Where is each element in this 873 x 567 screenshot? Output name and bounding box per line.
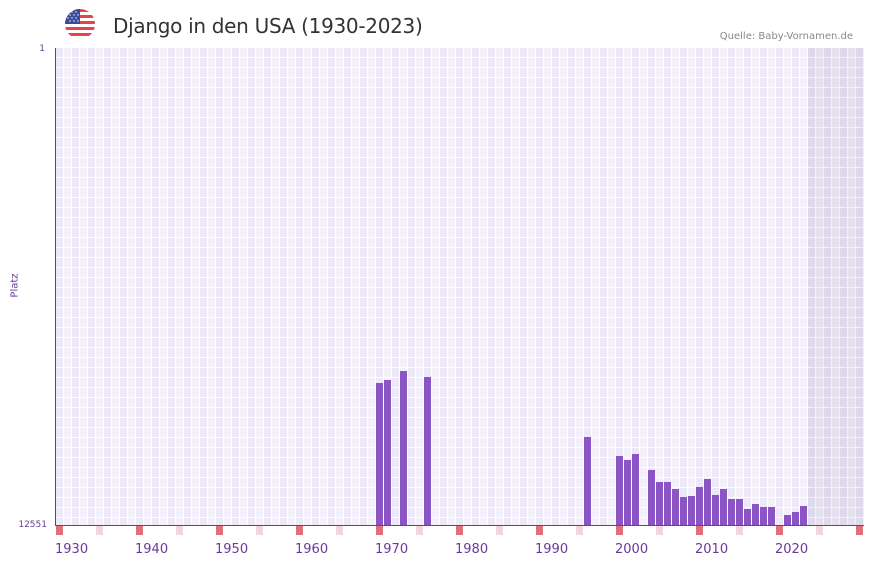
y-axis-top-label: 1 [39,44,45,54]
half-decade-marker-1945 [176,526,183,535]
decade-marker-1960 [296,526,303,535]
half-decade-marker-2015 [736,526,743,535]
bar-2010 [696,486,703,525]
bar-1970 [376,383,383,525]
bar-1971 [384,379,391,525]
half-decade-marker-2025 [816,526,823,535]
x-tick-label-2010: 2010 [695,542,729,557]
y-axis-line [55,48,56,526]
bar-2002 [632,454,639,525]
bar-2018 [760,506,767,525]
bar-1973 [400,370,407,525]
bar-2011 [704,478,711,525]
bar-2012 [712,495,719,525]
bar-2021 [784,515,791,525]
x-tick-label-1930: 1930 [55,542,89,557]
y-axis-bottom-label: 12551 [18,520,47,530]
x-tick-label-1980: 1980 [455,542,489,557]
x-tick-label-1940: 1940 [135,542,169,557]
bar-2014 [728,499,735,525]
decade-marker-1970 [376,526,383,535]
decade-marker-2010 [696,526,703,535]
half-decade-marker-1975 [416,526,423,535]
bar-2009 [688,495,695,525]
bar-2008 [680,496,687,525]
half-decade-marker-1995 [576,526,583,535]
bar-1976 [424,376,431,525]
future-shaded-region [808,48,864,525]
bar-2022 [792,512,799,525]
plot-area [56,48,864,525]
source-credit: Quelle: Baby-Vornamen.de [719,31,853,42]
bar-1996 [584,437,591,525]
half-decade-marker-1965 [336,526,343,535]
x-tick-label-2000: 2000 [615,542,649,557]
y-axis-title: Platz [9,273,21,298]
bar-2000 [616,456,623,525]
us-flag-icon [65,9,95,39]
decade-marker-1990 [536,526,543,535]
decade-marker-1940 [136,526,143,535]
bar-2017 [752,503,759,525]
half-decade-marker-2005 [656,526,663,535]
bar-2015 [736,499,743,525]
bar-2023 [800,505,807,525]
x-axis-line [55,525,864,526]
x-tick-label-1950: 1950 [215,542,249,557]
x-tick-label-1990: 1990 [535,542,569,557]
decade-marker-1950 [216,526,223,535]
decade-marker-2020 [776,526,783,535]
half-decade-marker-1985 [496,526,503,535]
bar-2001 [624,460,631,525]
half-decade-marker-1955 [256,526,263,535]
decade-marker-2030 [856,526,863,535]
chart-title: Django in den USA (1930-2023) [113,14,423,38]
x-tick-label-1960: 1960 [295,542,329,557]
bar-2016 [744,508,751,525]
grid-background [56,48,864,525]
bar-2005 [656,482,663,525]
bar-2013 [720,489,727,525]
bar-2019 [768,506,775,525]
bar-2004 [648,470,655,525]
decade-marker-2000 [616,526,623,535]
half-decade-marker-1935 [96,526,103,535]
decade-marker-1930 [56,526,63,535]
bar-2006 [664,482,671,525]
x-tick-label-2020: 2020 [775,542,809,557]
x-tick-label-1970: 1970 [375,542,409,557]
bar-2007 [672,489,679,525]
decade-marker-1980 [456,526,463,535]
